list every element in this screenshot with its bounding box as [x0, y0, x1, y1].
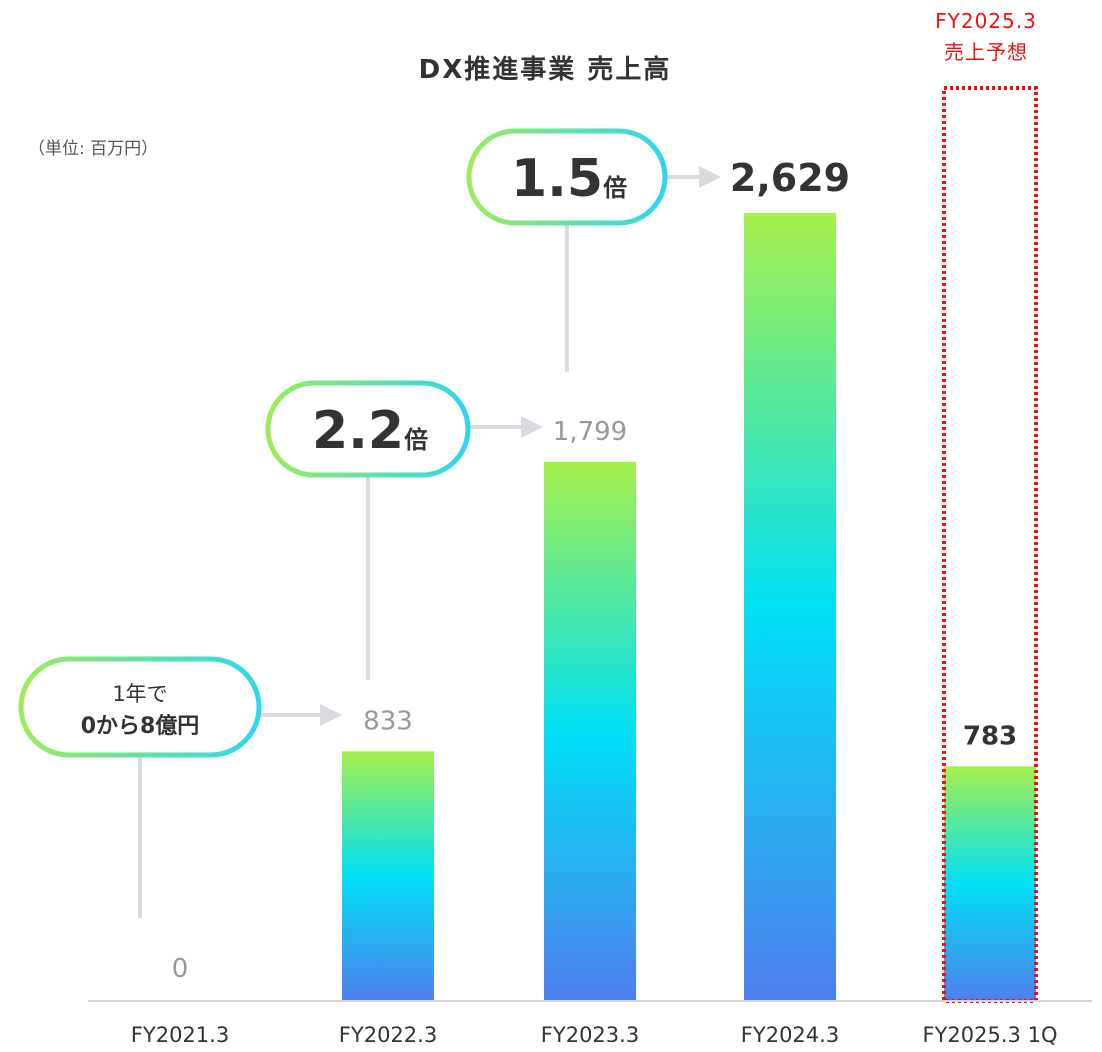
- bar-FY2022.3: [342, 751, 434, 1001]
- value-label-layer: 0 833 1,799 2,629 783: [172, 156, 1017, 984]
- value-label-FY2021.3: 0: [172, 954, 189, 984]
- value-label-FY2023.3: 1,799: [553, 417, 627, 447]
- growth-callout-1: [265, 380, 471, 478]
- callout-layer: 1年で 0から8億円 2.2倍 1.5倍: [18, 128, 668, 758]
- forecast-caption-line1: FY2025.3: [935, 9, 1037, 33]
- chart-title: DX推進事業 売上高: [419, 54, 672, 85]
- bar-FY2025.3 1Q: [944, 766, 1036, 1001]
- x-tick-label-FY2022.3: FY2022.3: [339, 1023, 437, 1047]
- unit-label: （単位: 百万円）: [28, 139, 158, 159]
- x-tick-label-layer: FY2021.3 FY2022.3 FY2023.3 FY2024.3 FY2025.3…: [131, 1023, 1058, 1047]
- value-label-FY2025.3 1Q: 783: [963, 721, 1017, 751]
- growth-callout-line2-0: 0から8億円: [81, 713, 200, 739]
- x-tick-label-FY2025.3 1Q: FY2025.3 1Q: [923, 1023, 1058, 1047]
- connector-layer: [138, 166, 721, 918]
- bar-layer: [342, 213, 1036, 1001]
- bar-FY2024.3: [744, 213, 836, 1001]
- value-label-FY2024.3: 2,629: [730, 156, 850, 200]
- connector-arrow-head-1: [521, 416, 543, 438]
- x-tick-label-FY2021.3: FY2021.3: [131, 1023, 229, 1047]
- value-label-FY2022.3: 833: [363, 706, 413, 736]
- connector-arrow-head-2: [699, 166, 721, 188]
- forecast-caption-line2: 売上予想: [944, 40, 1028, 64]
- bar-FY2023.3: [544, 461, 636, 1001]
- growth-callout-2: [466, 128, 668, 226]
- growth-callout-text-1: 2.2倍: [312, 401, 428, 461]
- connector-arrow-head-0: [320, 704, 342, 726]
- growth-callout-text-2: 1.5倍: [511, 149, 627, 209]
- growth-callout-line1-0: 1年で: [112, 682, 167, 706]
- x-tick-label-FY2023.3: FY2023.3: [541, 1023, 639, 1047]
- growth-callout-0: [18, 656, 262, 758]
- x-tick-label-FY2024.3: FY2024.3: [741, 1023, 839, 1047]
